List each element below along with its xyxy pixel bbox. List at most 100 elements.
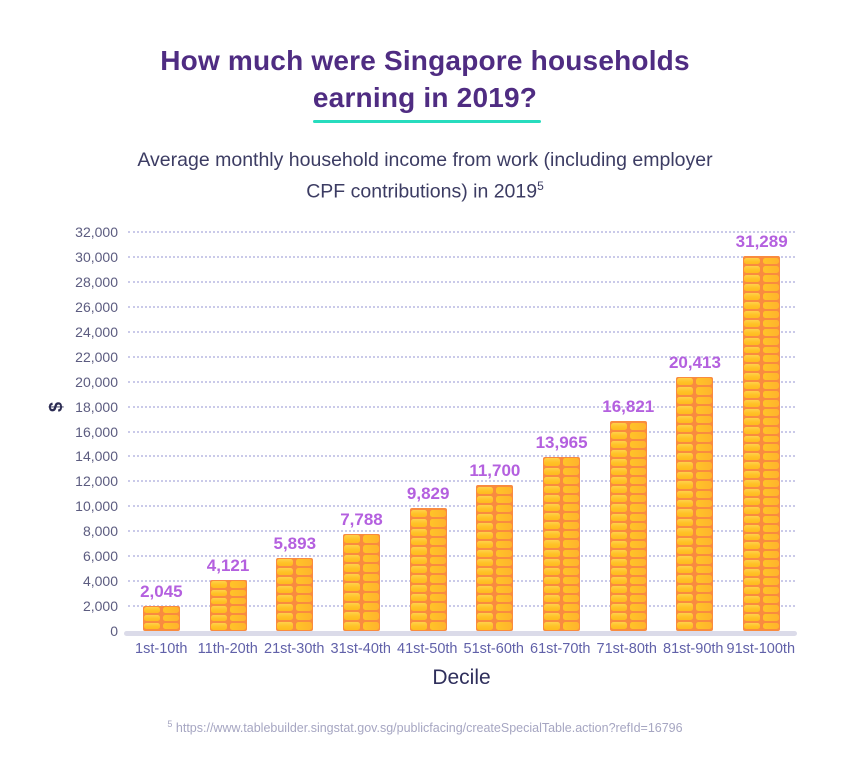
coin xyxy=(696,593,713,602)
coin xyxy=(763,310,780,318)
coin xyxy=(629,504,646,512)
coin xyxy=(744,319,761,327)
coin xyxy=(544,531,561,539)
coin xyxy=(744,542,761,550)
coin xyxy=(277,613,294,621)
coin xyxy=(477,613,494,621)
coin xyxy=(477,540,494,548)
coin xyxy=(429,566,446,574)
coin xyxy=(763,604,780,612)
coin xyxy=(677,378,694,386)
coin xyxy=(296,559,313,567)
gridline xyxy=(128,480,795,483)
gridline xyxy=(128,405,795,408)
coin xyxy=(362,583,379,592)
coin xyxy=(744,533,761,541)
footnote-marker: 5 xyxy=(167,719,173,729)
coin xyxy=(744,462,761,470)
coin xyxy=(477,622,494,630)
gridline xyxy=(128,605,795,608)
coin xyxy=(629,468,646,476)
coin xyxy=(477,504,494,512)
coin xyxy=(362,545,379,553)
chart-subtitle-line2: CPF contributions) in 2019 xyxy=(306,180,538,203)
page-title-line2: earning in 2019? xyxy=(312,82,538,113)
coin xyxy=(496,540,513,548)
coin xyxy=(696,509,713,517)
coin xyxy=(544,622,561,630)
coin xyxy=(362,621,379,630)
coin xyxy=(544,595,561,603)
coin xyxy=(544,467,561,475)
coin xyxy=(696,575,713,583)
coin xyxy=(629,586,646,594)
gridline xyxy=(128,505,795,508)
x-tick-label: 91st-100th xyxy=(726,641,796,657)
coin xyxy=(496,504,513,512)
coin xyxy=(210,614,227,622)
coin xyxy=(677,546,694,555)
coin xyxy=(763,622,780,630)
coin xyxy=(429,603,446,611)
coin xyxy=(362,535,379,544)
coin xyxy=(763,569,780,577)
coin xyxy=(229,581,246,588)
coin xyxy=(677,490,694,499)
coin xyxy=(143,623,160,630)
coin xyxy=(744,346,761,354)
coin xyxy=(677,593,694,602)
coin xyxy=(429,547,446,555)
y-tick-label: 6,000 xyxy=(82,548,118,565)
x-tick-label: 51st-60th xyxy=(463,641,524,657)
gridline xyxy=(128,455,795,458)
coin xyxy=(696,453,713,461)
x-tick-label: 61st-70th xyxy=(530,641,591,657)
coin xyxy=(343,621,360,630)
bar-value-label: 31,289 xyxy=(735,232,788,251)
coin xyxy=(744,417,761,425)
coin xyxy=(744,373,761,381)
coin xyxy=(744,480,761,488)
coin xyxy=(563,476,580,484)
coin xyxy=(277,586,294,594)
coin xyxy=(629,440,646,449)
coin xyxy=(744,275,761,283)
coin xyxy=(763,462,780,470)
bar-column: 31,289 xyxy=(728,232,795,631)
coin xyxy=(143,615,160,622)
coin xyxy=(744,569,761,577)
coin xyxy=(210,597,227,605)
coin xyxy=(496,559,513,567)
coin xyxy=(162,615,179,622)
coin xyxy=(362,593,379,601)
footnote: 5 https://www.tablebuilder.singstat.gov.… xyxy=(0,719,850,735)
coin xyxy=(696,537,713,545)
coin xyxy=(563,467,580,475)
coin xyxy=(343,593,360,601)
coin xyxy=(162,623,179,630)
coin xyxy=(610,513,627,521)
coin xyxy=(677,424,694,433)
coin xyxy=(763,506,780,514)
coin xyxy=(763,408,780,416)
y-tick-label: 12,000 xyxy=(75,473,118,490)
coin xyxy=(410,594,427,602)
coin xyxy=(763,373,780,381)
x-axis-title: Decile xyxy=(432,666,491,689)
coin xyxy=(744,310,761,318)
gridline xyxy=(128,430,795,433)
coin xyxy=(763,578,780,585)
coin xyxy=(744,328,761,336)
coin xyxy=(744,337,761,345)
coin xyxy=(610,613,627,621)
coin xyxy=(563,567,580,575)
coin xyxy=(410,584,427,593)
x-axis-tick-labels: 1st-10th 11th-20th 21st-30th 31st-40th 41st-… xyxy=(128,641,795,657)
coin xyxy=(410,566,427,574)
coin xyxy=(763,435,780,443)
bar xyxy=(676,376,714,631)
bar xyxy=(209,579,247,631)
gridline xyxy=(128,555,795,558)
coin xyxy=(563,549,580,557)
coin xyxy=(410,519,427,527)
